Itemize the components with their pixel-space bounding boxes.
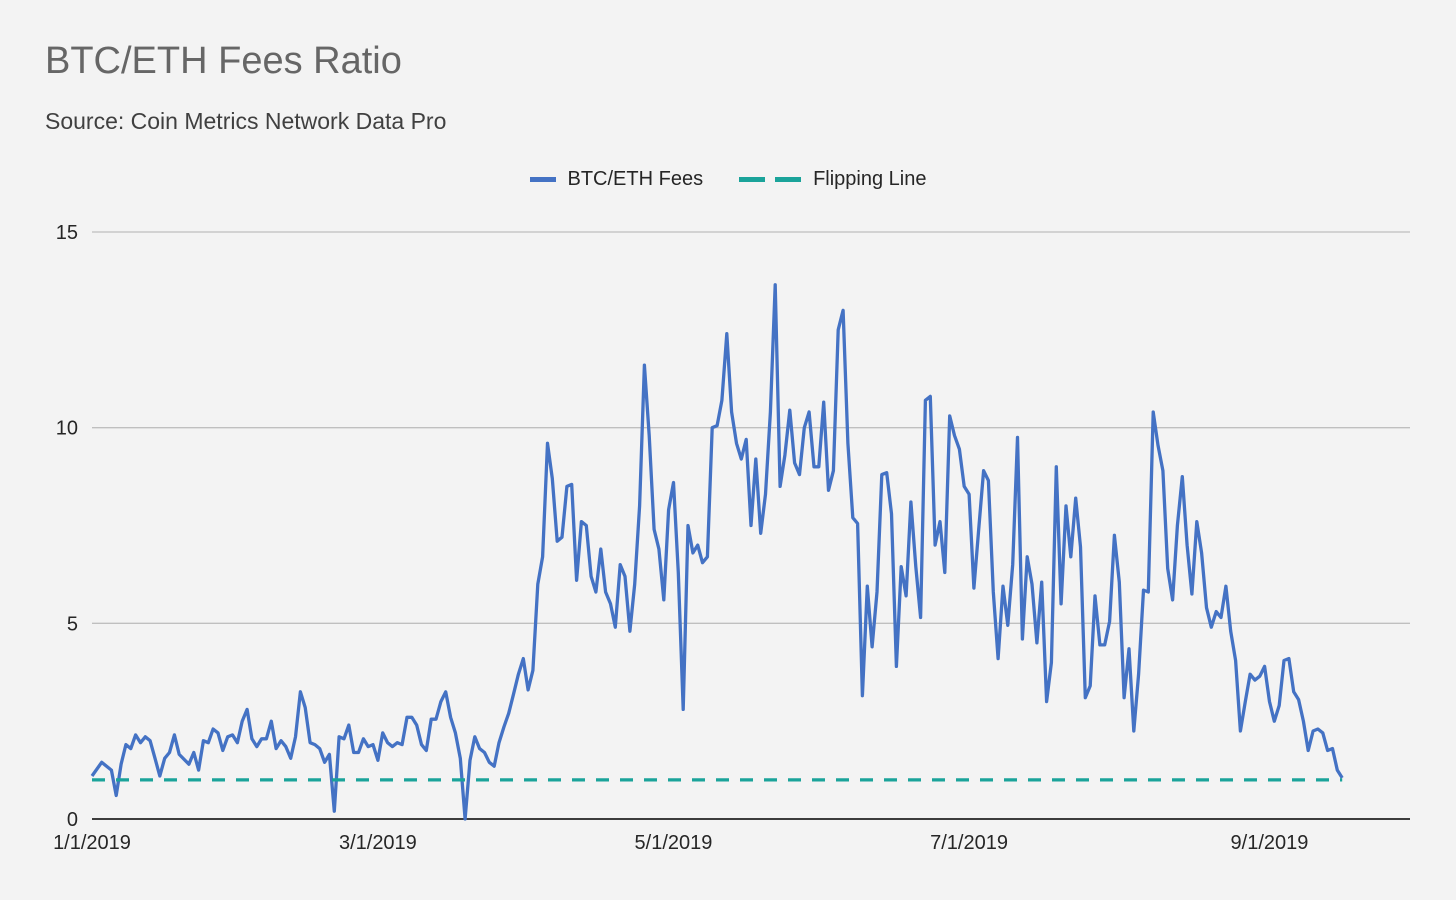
legend-label-flipping-line: Flipping Line: [813, 168, 927, 190]
x-tick-label-2019-07-01: 7/1/2019: [930, 832, 1008, 854]
y-tick-label-10: 10: [56, 418, 78, 440]
x-tick-label-2019-03-01: 3/1/2019: [339, 832, 417, 854]
x-tick-label-2019-05-01: 5/1/2019: [635, 832, 713, 854]
legend-item-btc-eth-fees: BTC/ETH Fees: [529, 168, 704, 191]
chart-title: BTC/ETH Fees Ratio: [45, 40, 402, 82]
x-tick-label-2019-01-01: 1/1/2019: [53, 832, 131, 854]
y-tick-label-0: 0: [67, 809, 78, 831]
x-tick-label-2019-09-01: 9/1/2019: [1231, 832, 1309, 854]
y-tick-label-15: 15: [56, 222, 78, 244]
legend-label-btc-eth-fees: BTC/ETH Fees: [567, 168, 704, 190]
chart-subtitle: Source: Coin Metrics Network Data Pro: [45, 108, 447, 134]
series-line-btc-eth-fees: [90, 283, 1344, 821]
legend-swatch-btc-eth-fees: [529, 177, 556, 182]
y-tick-label-5: 5: [67, 613, 78, 635]
chart-legend: BTC/ETH Fees Flipping Line: [0, 168, 1456, 191]
legend-swatch-flipping-line: [739, 177, 802, 182]
legend-item-flipping-line: Flipping Line: [739, 168, 927, 191]
